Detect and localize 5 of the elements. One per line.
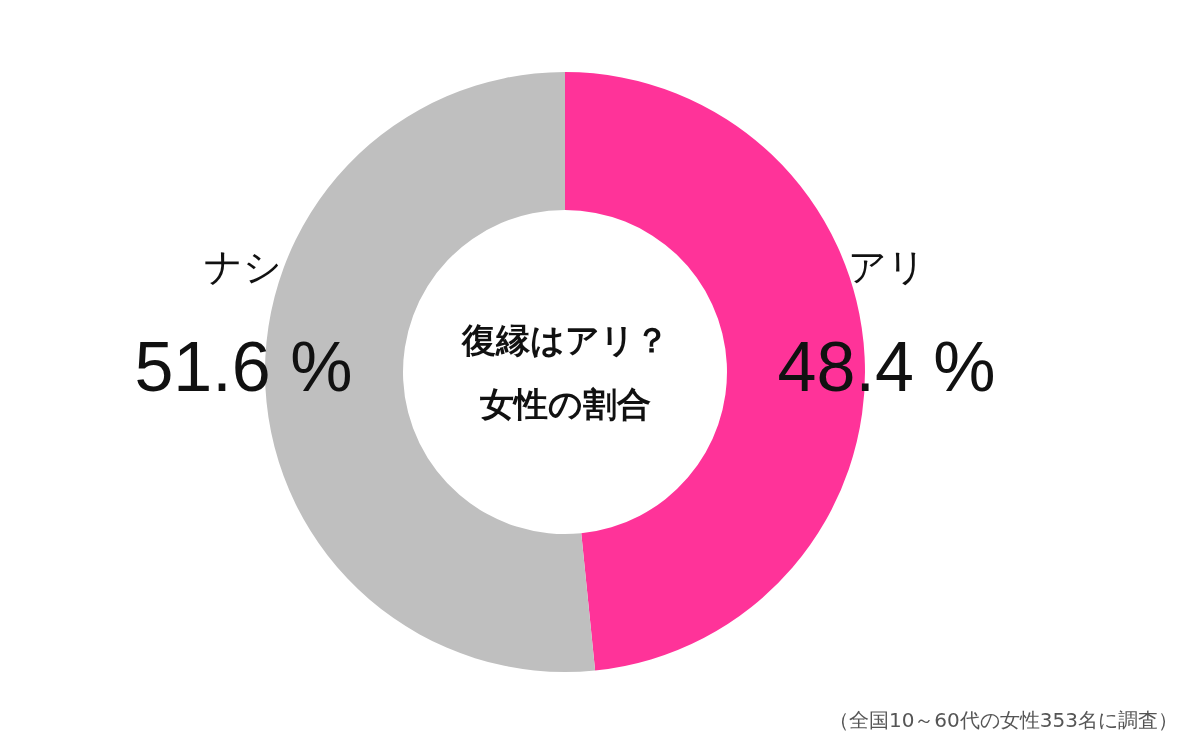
text: （全国10～60代の女性353名に調査） xyxy=(828,707,1178,734)
data-label: 51.6 % xyxy=(134,328,353,407)
slice-label: アリ xyxy=(847,244,926,289)
slice-label: ナシ xyxy=(204,244,283,289)
text: 復縁はアリ？女性の割合 xyxy=(460,319,670,426)
